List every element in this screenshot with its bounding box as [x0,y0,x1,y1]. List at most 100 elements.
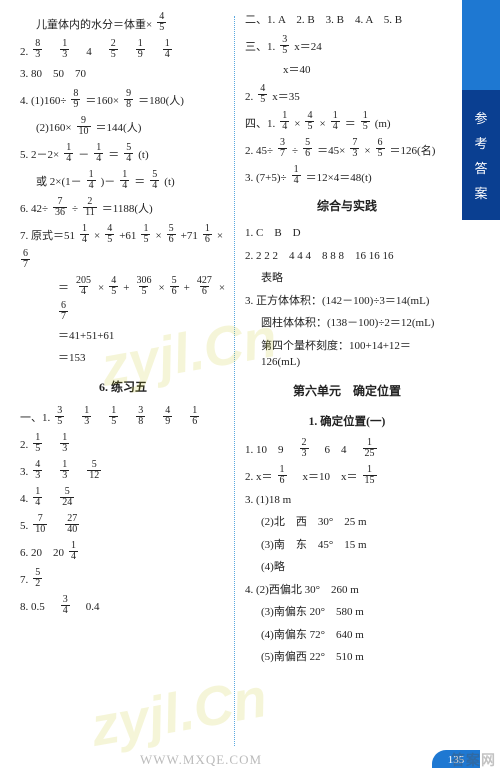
tab-char: 案 [474,183,487,202]
text: x＝35 [272,89,300,106]
fraction: 15 [141,224,150,245]
fraction: 34 [61,595,70,616]
fraction: 37 [278,138,287,159]
text-line: 3. (1)18 m [245,492,449,509]
text-line: (4)略 [245,559,449,576]
label: 2. [245,89,253,106]
fraction: 115 [363,465,377,486]
fraction: 83 [33,39,42,60]
fraction: 736 [53,197,67,218]
text-line: 3. (7+5)÷ 14 ＝12×4＝48(t) [245,165,449,186]
left-column: 儿童体内的水分＝体重× 45 2. 83 13 4 25 19 14 3. 80… [20,12,234,760]
content-columns: 儿童体内的水分＝体重× 45 2. 83 13 4 25 19 14 3. 80… [0,0,455,772]
text-line: 一、1. 35 13 15 38 49 16 [20,406,226,427]
fraction: 54 [124,143,133,164]
fraction: 45 [305,111,314,132]
label: (2)160× [36,120,72,137]
fraction: 3065 [134,276,153,297]
text-line: 7. 52 [20,568,226,589]
text: ÷ [72,201,78,218]
fraction: 14 [69,541,78,562]
side-tab: 参 考 答 案 [462,0,500,220]
fraction: 14 [87,170,96,191]
text: ＝1188(人) [102,201,153,218]
label: 2. [20,44,28,61]
fraction: 56 [303,138,312,159]
text-line: 2. 45 x＝35 [245,84,449,105]
fraction: 14 [94,143,103,164]
text: × [219,280,225,297]
text: (t) [138,147,148,164]
fraction: 13 [60,39,69,60]
text: ＝45× [317,143,345,160]
fraction: 4276 [195,276,214,297]
text: + [123,280,129,297]
fraction: 56 [170,276,179,297]
label: 或 2×(1－ [36,174,82,191]
fraction: 45 [105,224,114,245]
tab-char: 考 [474,133,487,152]
text-line: x＝40 [245,62,449,79]
fraction: 52 [33,568,42,589]
text: 0.4 [75,599,100,616]
label: 3. [20,464,28,481]
logo-watermark: 答案网 [451,750,496,770]
label: 2. [20,437,28,454]
section-title: 6. 练习五 [20,378,226,395]
fraction: 54 [150,170,159,191]
fraction: 16 [190,406,199,427]
fraction: 67 [59,301,68,322]
fraction: 14 [64,143,73,164]
label: 2. x＝ [245,469,273,486]
fraction: 15 [33,433,42,454]
page-root: 参 考 答 案 zyjl.Cn zyjl.Cn 儿童体内的水分＝体重× 45 2… [0,0,500,772]
fraction: 14 [80,224,89,245]
text: ＝12×4＝48(t) [306,170,372,187]
text: ＝ [108,147,119,164]
fraction: 67 [21,249,30,270]
text-line: 2. x＝ 16 x＝10 x＝ 115 [245,465,449,486]
text-line: (2)160× 910 ＝144(人) [20,116,226,137]
fraction: 56 [167,224,176,245]
fraction: 910 [77,116,91,137]
fraction: 13 [60,460,69,481]
text-line: 6. 20 20 14 [20,541,226,562]
fraction: 14 [120,170,129,191]
text-line: 圆柱体体积：(138－100)÷2＝12(mL) [245,315,449,332]
text: x＝10 x＝ [292,469,358,486]
text-line: 2. 15 13 [20,433,226,454]
text: +61 [119,228,136,245]
fraction: 16 [203,224,212,245]
label: 6. 20 20 [20,545,64,562]
fraction: 15 [361,111,370,132]
fraction: 35 [280,35,289,56]
label: 7. [20,572,28,589]
label: 1. 10 9 [245,442,295,459]
text-line: (3)南偏东 20° 580 m [245,604,449,621]
fraction: 45 [157,12,166,33]
text: +71 [181,228,198,245]
fraction: 211 [83,197,97,218]
text-line: 第四个量杯刻度：100+14+12＝126(mL) [245,338,449,371]
text-line: ＝153 [20,350,226,367]
text: ＝126(名) [390,143,436,160]
text-line: 3. 正方体体积：(142－100)÷3＝14(mL) [245,293,449,310]
text-line: ＝41+51+61 [20,328,226,345]
tab-label-box: 参 考 答 案 [462,90,500,220]
fraction: 25 [109,39,118,60]
text: x＝24 [294,39,322,56]
fraction: 35 [55,406,64,427]
fraction: 14 [292,165,301,186]
fraction: 2740 [65,514,79,535]
text-line: 儿童体内的水分＝体重× 45 [20,12,226,33]
text-line: 二、1. A 2. B 3. B 4. A 5. B [245,12,449,29]
label: 6. 42÷ [20,201,48,218]
section-title: 第六单元 确定位置 [245,382,449,399]
fraction: 2054 [74,276,93,297]
fraction: 45 [109,276,118,297]
fraction: 524 [60,487,74,508]
text-line: (3)南 东 45° 15 m [245,537,449,554]
text-line: 3. 80 50 70 [20,66,226,83]
label: 8. 0.5 [20,599,56,616]
fraction: 16 [278,465,287,486]
